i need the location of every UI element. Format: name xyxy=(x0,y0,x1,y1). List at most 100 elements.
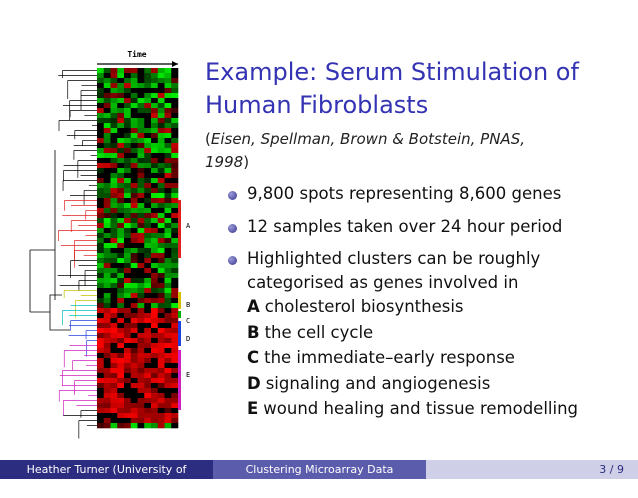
heatmap-cell xyxy=(117,318,125,324)
citation: (Eisen, Spellman, Brown & Botstein, PNAS… xyxy=(205,130,525,148)
heatmap-cell xyxy=(171,153,179,159)
heatmap-cell xyxy=(137,243,145,249)
heatmap-cell xyxy=(117,183,125,189)
heatmap-cell xyxy=(124,248,132,254)
heatmap-cell xyxy=(144,203,152,209)
heatmap-cell xyxy=(117,103,125,109)
heatmap-cell xyxy=(151,223,159,229)
heatmap-figure: Time A BC D E xyxy=(29,49,191,439)
heatmap-cell xyxy=(117,288,125,294)
heatmap-cell xyxy=(117,323,125,329)
heatmap-cell xyxy=(144,128,152,134)
heatmap-cell xyxy=(137,93,145,99)
heatmap-cell xyxy=(157,263,165,269)
heatmap-cell xyxy=(130,398,138,404)
cluster-label: A xyxy=(186,222,191,230)
heatmap-cell xyxy=(110,418,118,424)
heatmap-cell xyxy=(151,128,159,134)
heatmap-cell xyxy=(164,138,172,144)
heatmap-cell xyxy=(124,143,132,149)
heatmap-cell xyxy=(164,158,172,164)
heatmap-cell xyxy=(164,123,172,129)
heatmap-cell xyxy=(97,253,105,259)
heatmap-cell xyxy=(157,203,165,209)
heatmap-cell xyxy=(97,343,105,349)
heatmap-cell xyxy=(164,258,172,264)
heatmap-cell xyxy=(157,223,165,229)
heatmap-cell xyxy=(151,298,159,304)
heatmap-cell xyxy=(151,108,159,114)
heatmap-cell xyxy=(110,223,118,229)
heatmap-cell xyxy=(124,153,132,159)
heatmap-cell xyxy=(157,238,165,244)
heatmap-cell xyxy=(157,218,165,224)
heatmap-cell xyxy=(117,108,125,114)
heatmap-cell xyxy=(124,123,132,129)
heatmap-cell xyxy=(171,98,179,104)
heatmap-cell xyxy=(110,153,118,159)
heatmap-cell xyxy=(124,308,132,314)
heatmap-cell xyxy=(110,358,118,364)
heatmap-cell xyxy=(144,268,152,274)
heatmap-cell xyxy=(137,253,145,259)
heatmap-cell xyxy=(137,338,145,344)
heatmap-cell xyxy=(171,193,179,199)
heatmap-cell xyxy=(137,263,145,269)
heatmap-cell xyxy=(137,148,145,154)
heatmap-cell xyxy=(124,243,132,249)
heatmap-cell xyxy=(164,413,172,419)
heatmap-cell xyxy=(110,238,118,244)
heatmap-cell xyxy=(103,343,111,349)
heatmap-cell xyxy=(97,278,105,284)
heatmap-cell xyxy=(157,243,165,249)
heatmap-cell xyxy=(171,408,179,414)
heatmap-cell xyxy=(97,233,105,239)
heatmap-cell xyxy=(171,348,179,354)
heatmap-cell xyxy=(97,238,105,244)
bullet xyxy=(228,256,237,265)
heatmap-cell xyxy=(110,193,118,199)
heatmap-cell xyxy=(124,183,132,189)
heatmap-cell xyxy=(130,303,138,309)
heatmap-cell xyxy=(110,423,118,429)
heatmap-cell xyxy=(110,83,118,89)
heatmap-cell xyxy=(171,158,179,164)
heatmap-cell xyxy=(151,343,159,349)
heatmap-cell xyxy=(144,418,152,424)
heatmap-cell xyxy=(137,123,145,129)
heatmap-cell xyxy=(103,218,111,224)
heatmap-cell xyxy=(144,373,152,379)
heatmap-cell xyxy=(157,333,165,339)
heatmap-cell xyxy=(97,258,105,264)
heatmap-cell xyxy=(110,318,118,324)
heatmap-cell xyxy=(144,393,152,399)
bullet-text: 12 samples taken over 24 hour period xyxy=(247,217,563,236)
heatmap-cell xyxy=(130,73,138,79)
heatmap-cell xyxy=(171,178,179,184)
heatmap-cell xyxy=(171,293,179,299)
heatmap-cell xyxy=(144,138,152,144)
heatmap-cell xyxy=(110,128,118,134)
heatmap-cell xyxy=(144,183,152,189)
heatmap-cell xyxy=(103,178,111,184)
heatmap-cell xyxy=(171,368,179,374)
heatmap-cell xyxy=(171,288,179,294)
heatmap-cell xyxy=(130,413,138,419)
heatmap-cell xyxy=(103,133,111,139)
heatmap-cell xyxy=(103,288,111,294)
heatmap-cell xyxy=(151,258,159,264)
heatmap-cell xyxy=(164,363,172,369)
heatmap-cell xyxy=(151,83,159,89)
heatmap-cell xyxy=(137,118,145,124)
heatmap-cell xyxy=(144,353,152,359)
heatmap-cell xyxy=(103,313,111,319)
heatmap-cell xyxy=(151,358,159,364)
heatmap-cell xyxy=(157,193,165,199)
heatmap-cell xyxy=(130,258,138,264)
heatmap-cell xyxy=(124,278,132,284)
heatmap-cell xyxy=(103,248,111,254)
heatmap-cell xyxy=(137,73,145,79)
heatmap-cell xyxy=(171,263,179,269)
heatmap-cell xyxy=(110,208,118,214)
heatmap-cell xyxy=(171,243,179,249)
